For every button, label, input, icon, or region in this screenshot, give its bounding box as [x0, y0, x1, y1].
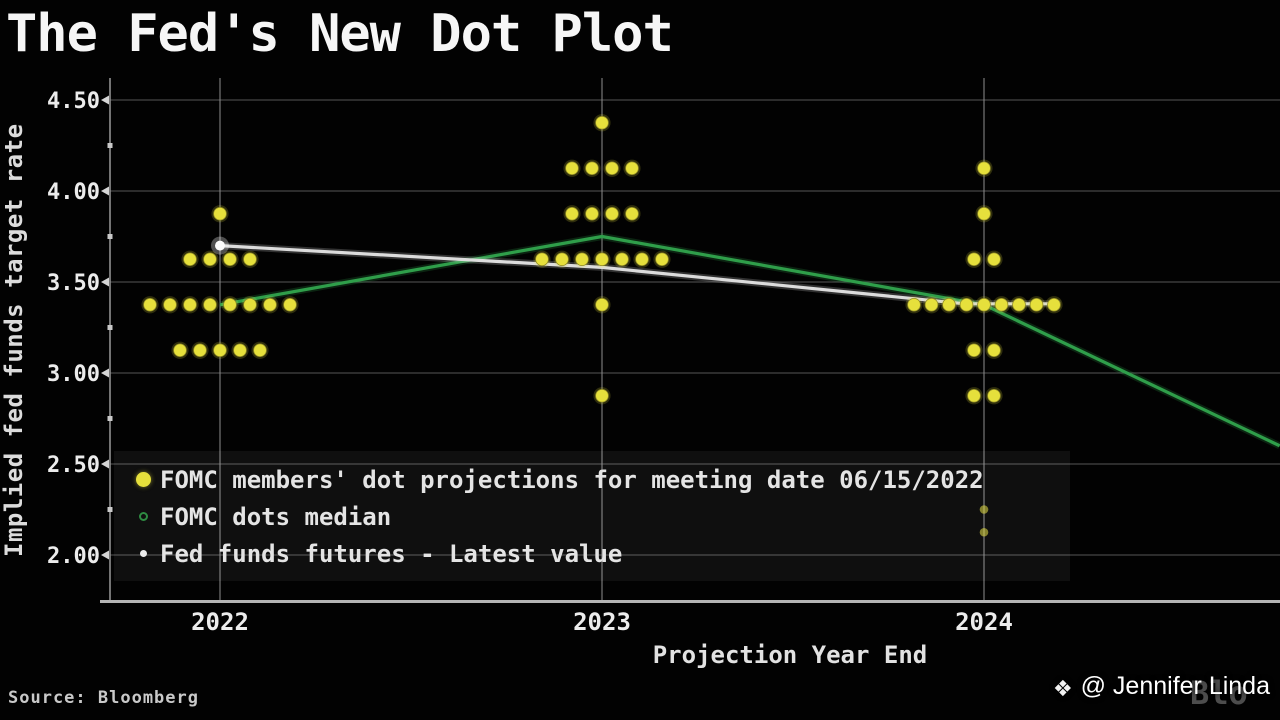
watermark: ❖ @ Jennifer Linda	[1054, 672, 1270, 701]
svg-text:2022: 2022	[191, 608, 249, 636]
binance-diamond-icon: ❖	[1054, 669, 1072, 703]
green-open-circle-icon	[139, 512, 148, 521]
svg-text:3.00: 3.00	[47, 362, 100, 387]
dots-2024	[905, 159, 1063, 537]
bloomberg-ghost-logo: Blo	[1190, 674, 1248, 712]
svg-text:2.00: 2.00	[47, 544, 100, 569]
chart-legend: FOMC members' dot projections for meetin…	[114, 451, 1070, 581]
legend-item-futures: Fed funds futures - Latest value	[136, 535, 1070, 572]
chart-title: The Fed's New Dot Plot	[6, 4, 674, 64]
watermark-handle: @ Jennifer Linda	[1080, 672, 1270, 700]
legend-label: FOMC dots median	[160, 502, 392, 531]
legend-item-fomc-dots: FOMC members' dot projections for meetin…	[136, 461, 1070, 498]
legend-label: Fed funds futures - Latest value	[160, 539, 623, 568]
legend-label: FOMC members' dot projections for meetin…	[160, 465, 984, 494]
dots-2023	[533, 114, 671, 405]
dots-2022	[141, 205, 299, 359]
y-axis-title: Implied fed funds target rate	[0, 123, 28, 557]
white-dot-icon	[140, 550, 147, 557]
x-axis-title: Projection Year End	[652, 641, 928, 669]
median-line	[219, 233, 1280, 449]
horizontal-gridlines	[110, 99, 1280, 556]
legend-item-median: FOMC dots median	[136, 498, 1070, 535]
source-attribution: Source: Bloomberg	[8, 688, 199, 708]
svg-text:2024: 2024	[955, 608, 1013, 636]
x-axis: 2022 2023 2024	[100, 600, 1280, 636]
yellow-dot-icon	[136, 472, 151, 487]
svg-text:3.50: 3.50	[47, 271, 100, 296]
y-axis: 4.50 4.00 3.50 3.00 2.50 2.00	[47, 78, 113, 602]
svg-text:2.50: 2.50	[47, 453, 100, 478]
svg-text:4.00: 4.00	[47, 180, 100, 205]
svg-text:2023: 2023	[573, 608, 631, 636]
svg-text:4.50: 4.50	[47, 89, 100, 114]
